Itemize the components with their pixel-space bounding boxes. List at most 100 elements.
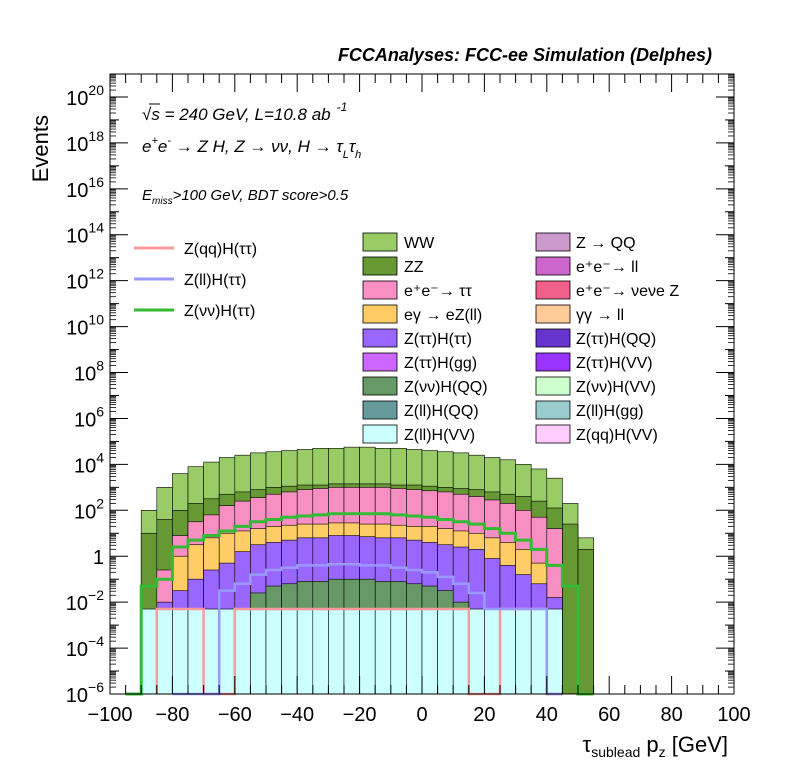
x-tick-label: −60: [218, 704, 252, 726]
signal-line-2: [125, 512, 594, 696]
bar-z-ll-h-vv--3: [156, 608, 173, 695]
bar-z-ll-h-vv--7: [218, 608, 236, 695]
bar-zz-30: [577, 549, 594, 695]
bar-z-ll-h-vv--26: [515, 608, 532, 695]
legend-box-swatch: [362, 352, 398, 372]
bar-z-ll-h-vv--9: [250, 608, 267, 695]
y-tick-exp: −4: [88, 633, 104, 649]
y-tick-label: 1014: [66, 220, 104, 248]
y-axis-title: Events: [28, 115, 53, 182]
bar-z-ll-h-vv--14: [328, 608, 345, 695]
y-tick-base: 10: [74, 409, 96, 431]
legend-box-swatch: [535, 352, 571, 372]
stacked-histogram: [140, 446, 594, 695]
y-tick-exp: 2: [96, 495, 104, 511]
proc-sub2: h: [355, 149, 361, 161]
x-tick-label: 20: [473, 704, 495, 726]
legend-label: Z(qq)H(ττ): [184, 241, 257, 258]
x-axis-title-unit: [GeV]: [666, 732, 728, 757]
process-annotation: e+e- → Z H, Z → νν, H → τLτh: [142, 135, 361, 161]
energy-text: = 240 GeV, L=10.8 ab: [160, 105, 331, 124]
legend-label: e⁺e⁻→ νeνe Z: [576, 283, 679, 300]
x-axis-title-sub2: z: [659, 744, 666, 760]
legend-box-swatch: [535, 376, 571, 396]
legend-box-swatch: [535, 424, 571, 444]
proc-e2p: -: [167, 135, 171, 147]
y-tick-base: 10: [66, 88, 88, 110]
axis-ticks: [109, 73, 735, 695]
legend-label: Z(νν)H(ττ): [184, 303, 255, 320]
bar-z-ll-h-vv--12: [296, 608, 314, 695]
legend-label: Z(ττ)H(ττ): [404, 331, 472, 348]
y-tick-exp: 10: [88, 312, 104, 328]
x-tick-label: 60: [598, 704, 620, 726]
bar-z-ll-h-vv--6: [203, 608, 220, 695]
legend-label: Z(ττ)H(gg): [404, 355, 477, 372]
bar-z-ll-h-vv--2: [140, 608, 158, 695]
legend-box-swatch: [362, 400, 398, 420]
bar-z-ll-h-vv--23: [468, 608, 485, 695]
bar-z-ll-h-vv--28: [546, 608, 563, 695]
y-tick-exp: 16: [88, 174, 104, 190]
y-tick-base: 10: [66, 639, 88, 661]
x-axis-title-rest: p: [640, 732, 658, 757]
legend-box-swatch: [535, 400, 571, 420]
legend-label: Z(νν)H(QQ): [404, 379, 488, 396]
x-tick-label: 40: [536, 704, 558, 726]
signal-line-1: [172, 563, 563, 696]
bar-z-ll-h-vv--22: [452, 608, 470, 695]
x-tick-label: 0: [416, 704, 427, 726]
bar-z-ll-h-vv--17: [374, 608, 392, 695]
y-tick-exp: −6: [88, 679, 104, 695]
y-tick-base: 10: [66, 272, 88, 294]
legend-box-swatch: [362, 304, 398, 324]
y-tick-label: 10−2: [66, 587, 104, 615]
y-tick-base: 10: [74, 501, 96, 523]
legend-label: e⁺e⁻→ ll: [576, 259, 638, 276]
legend-box-swatch: [362, 328, 398, 348]
y-tick-label: 1020: [66, 82, 104, 110]
y-tick-base: 10: [66, 226, 88, 248]
x-tick-label: −100: [87, 704, 132, 726]
legend-label: Z(qq)H(VV): [576, 427, 658, 444]
x-tick-label: −40: [280, 704, 314, 726]
x-axis-title: τsublead pz [GeV]: [583, 732, 728, 760]
legend-box-swatch: [535, 328, 571, 348]
bar-z-ll-h-vv--27: [530, 608, 548, 695]
bar-z-ll-h-vv--13: [312, 608, 329, 695]
y-tick-label: 108: [74, 358, 104, 386]
y-tick-label: 1016: [66, 174, 104, 202]
y-tick-label: 1: [93, 547, 104, 569]
y-tick-label: 1018: [66, 128, 104, 156]
bar-z-ll-h-vv--20: [421, 608, 438, 695]
y-tick-base: 10: [66, 318, 88, 340]
y-tick-label: 1010: [66, 312, 104, 340]
x-tick-label: −20: [343, 704, 377, 726]
energy-annotation: √s = 240 GeV, L=10.8 ab -1: [142, 100, 347, 124]
bar-z-ll-h-vv--25: [499, 608, 516, 695]
x-tick-label: 80: [660, 704, 682, 726]
legend-label: eγ → eZ(ll): [404, 307, 482, 324]
legend-box-swatch: [535, 256, 571, 276]
legend-label: e⁺e⁻→ ττ: [404, 283, 472, 300]
sqrt-arg: s: [151, 105, 160, 124]
bar-z-ll-h-vv--24: [484, 608, 501, 695]
legend-box-swatch: [535, 232, 571, 252]
legend-label: Z(ττ)H(QQ): [576, 331, 656, 348]
bar-z-ll-h-vv--8: [234, 608, 251, 695]
x-axis-title-base: τ: [583, 732, 592, 757]
y-tick-exp: 8: [96, 358, 104, 374]
y-tick-label: 106: [74, 403, 104, 431]
y-tick-base: 10: [66, 685, 88, 707]
legend-box-swatch: [362, 376, 398, 396]
y-tick-label: 102: [74, 495, 104, 523]
y-tick-label: 10−4: [66, 633, 104, 661]
legend-label: Z(νν)H(VV): [576, 379, 656, 396]
bar-z-ll-h-vv--16: [359, 608, 376, 695]
bar-z-ll-h-vv--19: [406, 608, 423, 695]
cut-annotation: Emiss>100 GeV, BDT score>0.5: [142, 187, 349, 207]
legend-box-swatch: [362, 280, 398, 300]
legend-box-swatch: [535, 280, 571, 300]
y-tick-base: 10: [66, 134, 88, 156]
proc-e1: e: [142, 137, 151, 156]
